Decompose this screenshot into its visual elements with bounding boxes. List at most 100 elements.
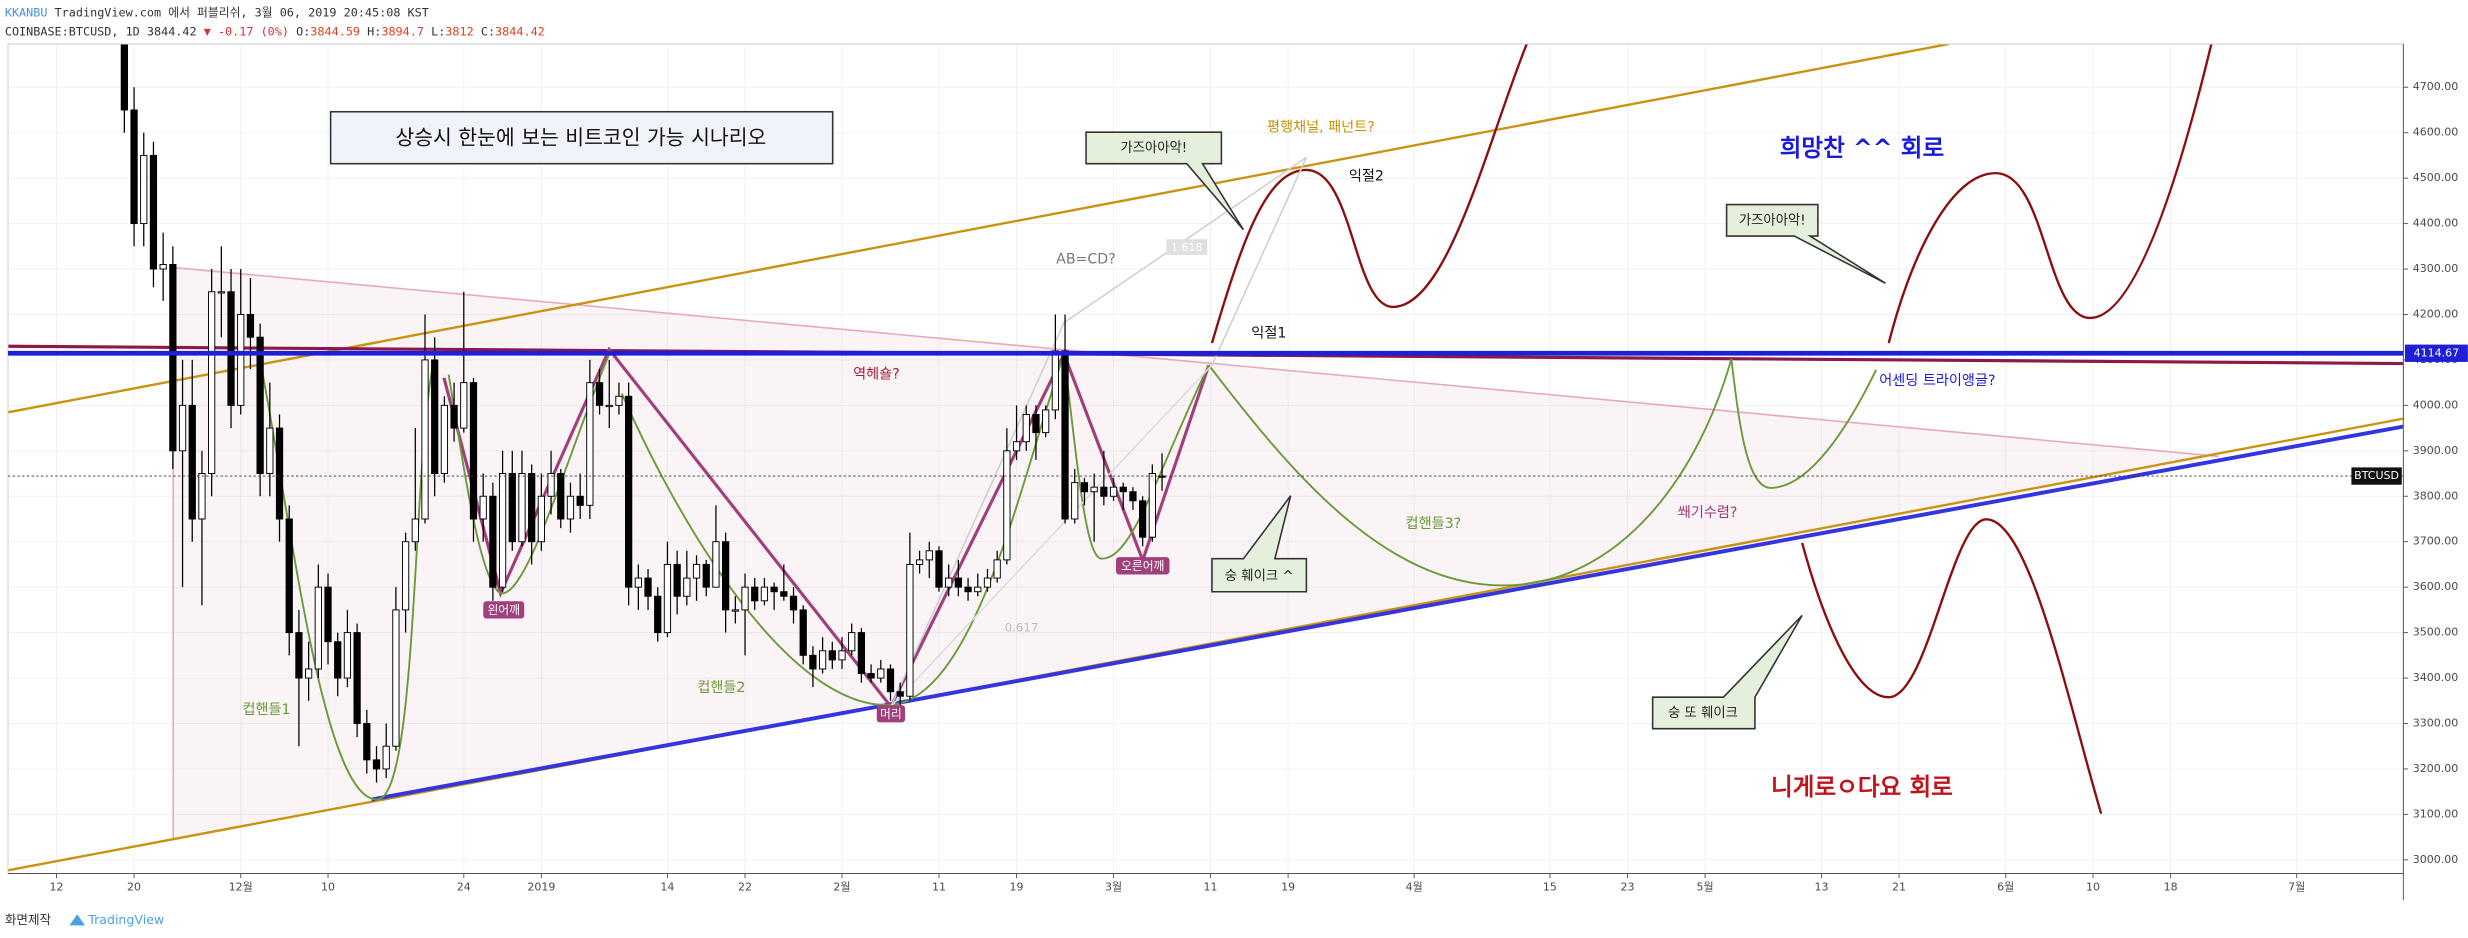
candle-body xyxy=(324,586,332,643)
o-value: 3844.59 xyxy=(310,24,360,38)
label: 익절2 xyxy=(1349,168,1384,184)
arrow: ▼ xyxy=(204,24,212,38)
handle2 xyxy=(1063,353,1210,560)
label: 컵핸들3? xyxy=(1406,516,1462,532)
triangle-fill xyxy=(173,267,2220,839)
y-tick-label: 4000.00 xyxy=(2413,398,2458,411)
candle-body xyxy=(809,654,817,670)
candle-body xyxy=(993,559,1001,579)
h-value: 3894.7 xyxy=(381,24,424,38)
label: 역헤숄? xyxy=(853,367,900,383)
tag-box xyxy=(483,601,525,619)
x-tick-label: 7월 xyxy=(2288,881,2305,894)
axes: 3000.00 3100.00 3200.00 3300.00 3400.00 3500.… xyxy=(7,43,2468,901)
candle-body xyxy=(528,473,536,543)
h-label: H: xyxy=(367,24,381,38)
y-tick-label: 3600.00 xyxy=(2413,580,2458,593)
candle-body xyxy=(741,586,749,611)
x-tick-label: 19 xyxy=(1281,881,1295,894)
last-price-tag-label: BTCUSD xyxy=(2354,469,2399,482)
candle-body xyxy=(896,691,904,697)
candle-body xyxy=(353,632,361,724)
bull-path2 xyxy=(1887,44,2213,344)
y-tick-label: 3200.00 xyxy=(2413,762,2458,775)
callout xyxy=(1651,614,1803,730)
candle-body xyxy=(1090,486,1098,493)
x-tick-label: 23 xyxy=(1621,881,1635,894)
label: 어센딩 트라이앵글? xyxy=(1879,373,1995,389)
candle-body xyxy=(208,291,216,475)
callout-text: 가즈아아악! xyxy=(1120,140,1187,156)
x-tick-label: 19 xyxy=(1010,881,1024,894)
label: 익절1 xyxy=(1251,326,1286,342)
candle-body xyxy=(498,473,507,588)
y-tick-label: 4700.00 xyxy=(2413,80,2458,93)
label: 컵핸들2 xyxy=(697,680,745,696)
y-tick-label: 4600.00 xyxy=(2413,126,2458,139)
callout xyxy=(1725,203,1886,284)
label: AB=CD? xyxy=(1056,252,1116,268)
candle-body xyxy=(508,473,516,543)
candle-body xyxy=(906,563,914,697)
l-label: L: xyxy=(431,24,445,38)
candle-body xyxy=(915,559,924,565)
candle-body xyxy=(557,473,565,520)
candle-body xyxy=(537,495,545,543)
callout-text: 숭 훼이크 ^ xyxy=(1225,568,1294,584)
bull-path1 xyxy=(1210,44,1528,344)
last-price: 3844.42 xyxy=(147,24,197,38)
scenario-title: 희망찬 ^^ 회로 xyxy=(1780,134,1945,162)
x-tick-label: 6월 xyxy=(1997,881,2014,894)
candle-body xyxy=(702,563,710,588)
candle-body xyxy=(663,563,672,634)
label: 평행채널, 패넌트? xyxy=(1267,119,1375,135)
x-tick-label: 24 xyxy=(457,881,471,894)
c-label: C: xyxy=(481,24,495,38)
symbol: COINBASE:BTCUSD, 1D xyxy=(5,24,140,38)
cup3 xyxy=(1208,358,1877,587)
candle-body xyxy=(625,395,633,588)
candle-body xyxy=(644,577,652,597)
candle-body xyxy=(363,723,371,761)
candle-body xyxy=(178,404,187,452)
candle-body xyxy=(954,577,962,588)
candle-body xyxy=(838,650,846,661)
candle-body xyxy=(770,586,778,593)
author: KKANBU xyxy=(5,5,48,19)
footer-brand: TradingView xyxy=(87,912,164,927)
candle-body xyxy=(857,632,866,674)
x-tick-label: 4월 xyxy=(1406,881,1423,894)
candle-body xyxy=(130,109,138,225)
candle-body xyxy=(935,550,943,588)
candle-body xyxy=(411,518,419,543)
candle-body xyxy=(615,395,623,406)
candle-body xyxy=(334,641,342,679)
candle-body xyxy=(945,577,953,588)
candle-body xyxy=(479,495,487,520)
candle-body xyxy=(1139,500,1147,538)
label: 쐐기수렴? xyxy=(1678,505,1738,521)
candle-body xyxy=(401,541,410,611)
candle-body xyxy=(372,759,381,770)
y-tick-label: 3400.00 xyxy=(2413,671,2458,684)
candle-body xyxy=(217,291,225,294)
candle-body xyxy=(246,314,255,338)
candle-body xyxy=(343,632,352,679)
header-line: KKANBU TradingView.com 에서 퍼블리쉬, 3월 06, 2… xyxy=(5,5,429,19)
candle-body xyxy=(140,154,148,225)
x-tick-label: 5월 xyxy=(1697,881,1714,894)
candle-body xyxy=(450,404,458,429)
title-box xyxy=(329,110,834,165)
candle-body xyxy=(421,359,429,520)
support-line xyxy=(371,424,2404,802)
candle-body xyxy=(149,154,158,270)
candle-body xyxy=(867,673,875,679)
candle-body xyxy=(1051,350,1059,411)
y-tick-label: 3100.00 xyxy=(2413,807,2458,820)
candle-body xyxy=(925,550,933,561)
candle-body xyxy=(285,518,293,634)
x-tick-label: 13 xyxy=(1814,881,1828,894)
x-tick-label: 21 xyxy=(1892,881,1906,894)
candle-body xyxy=(828,650,836,661)
